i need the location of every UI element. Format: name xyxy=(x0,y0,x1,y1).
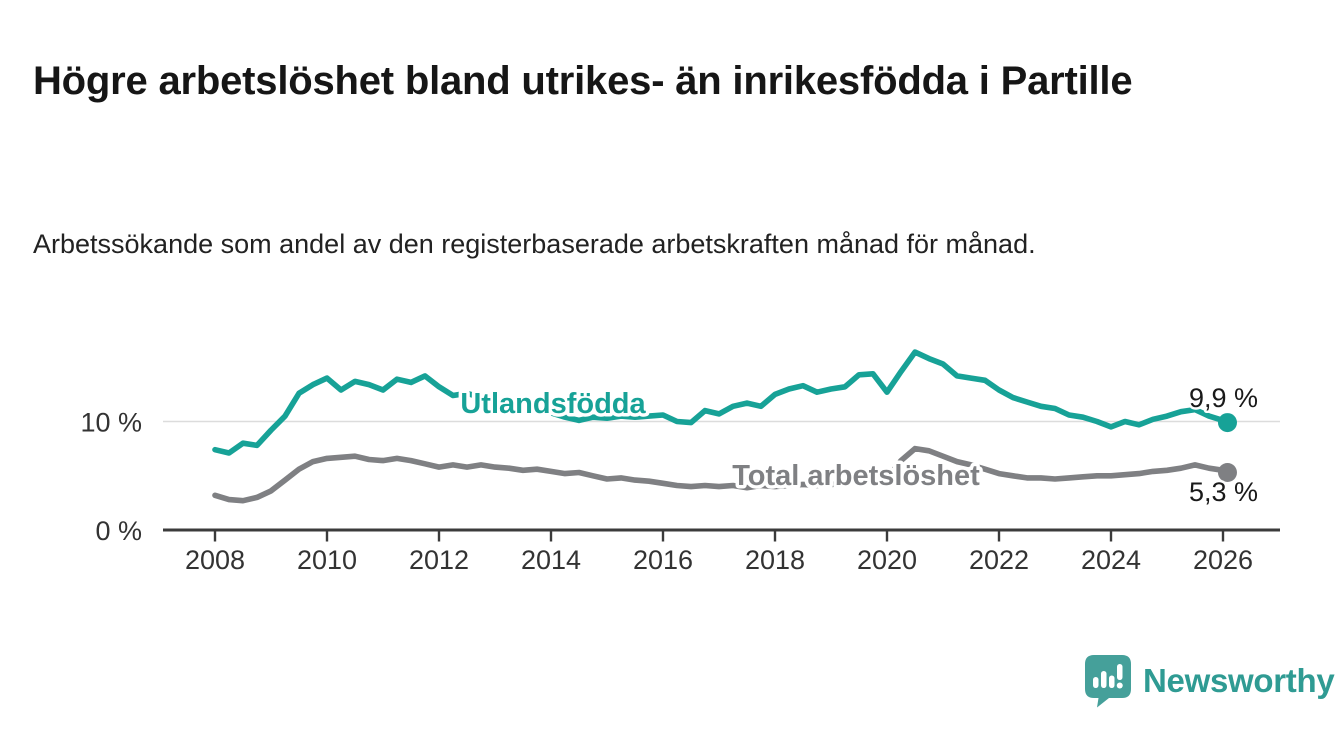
x-tick-label-2020: 2020 xyxy=(857,545,917,575)
series-end-dot-1 xyxy=(1217,462,1237,482)
x-tick-label-2024: 2024 xyxy=(1081,545,1141,575)
newsworthy-logo: Newsworthy xyxy=(1083,654,1335,708)
page-title: Högre arbetslöshet bland utrikes- än inr… xyxy=(33,58,1133,103)
x-tick-label-2022: 2022 xyxy=(969,545,1029,575)
x-tick-label-2010: 2010 xyxy=(297,545,357,575)
newsworthy-logo-text: Newsworthy xyxy=(1143,662,1335,699)
x-tick-label-2018: 2018 xyxy=(745,545,805,575)
series-end-label-1: 5,3 % xyxy=(1189,477,1258,507)
chart-subtitle: Arbetssökande som andel av den registerb… xyxy=(33,229,1036,259)
x-tick-label-2012: 2012 xyxy=(409,545,469,575)
series-label-0: Utlandsfödda xyxy=(460,388,646,420)
series-line-1 xyxy=(212,445,1231,504)
x-tick-label-2014: 2014 xyxy=(521,545,581,575)
series-end-label-0: 9,9 % xyxy=(1189,383,1258,413)
y-tick-label-10: 10 % xyxy=(80,408,142,438)
x-tick-label-2016: 2016 xyxy=(633,545,693,575)
y-tick-label-0: 0 % xyxy=(95,516,142,546)
series-end-dot-0 xyxy=(1217,413,1237,433)
series-label-1: Total arbetslöshet xyxy=(732,460,980,492)
x-tick-label-2008: 2008 xyxy=(185,545,245,575)
x-tick-label-2026: 2026 xyxy=(1193,545,1253,575)
series-line-0 xyxy=(212,349,1231,456)
newsworthy-logo-icon xyxy=(1085,655,1131,708)
